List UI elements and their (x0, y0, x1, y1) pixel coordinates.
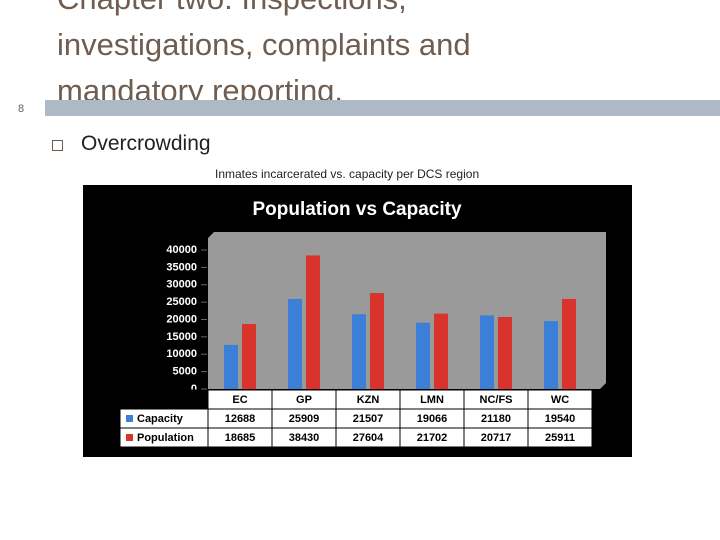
bullet-text: Overcrowding (81, 132, 211, 155)
y-tick-label: 0 (191, 383, 197, 395)
bar (306, 255, 320, 389)
x-tick-label: WC (551, 394, 569, 406)
y-tick-label: 30000 (166, 279, 197, 291)
chart-title: Population vs Capacity (252, 199, 461, 220)
table-value: 38430 (289, 432, 320, 444)
table-value: 12688 (225, 413, 256, 425)
table-value: 21180 (481, 413, 511, 425)
y-tick-label: 20000 (166, 313, 197, 325)
y-tick-label: 15000 (166, 331, 197, 343)
x-tick-label: KZN (357, 394, 380, 406)
bar (370, 293, 384, 389)
x-tick-label: NC/FS (480, 394, 513, 406)
x-tick-label: GP (296, 394, 312, 406)
table-value: 25909 (289, 413, 320, 425)
bar (498, 317, 512, 389)
chart-caption: Inmates incarcerated vs. capacity per DC… (215, 167, 480, 181)
table-header-blank (120, 390, 208, 409)
table-value: 20717 (481, 432, 512, 444)
legend-key (126, 415, 133, 422)
y-tick-label: 5000 (173, 366, 197, 378)
bar (352, 314, 366, 389)
legend-label: Capacity (137, 413, 184, 425)
slide-number: 8 (18, 103, 25, 115)
y-tick-label: 40000 (166, 244, 197, 256)
table-value: 21507 (353, 413, 384, 425)
bar (480, 315, 494, 389)
bar (416, 322, 430, 389)
y-tick-label: 35000 (166, 261, 197, 273)
table-value: 19066 (417, 413, 448, 425)
table-value: 27604 (353, 432, 384, 444)
bullet-icon (52, 140, 63, 151)
bar (434, 313, 448, 389)
bar (224, 344, 238, 389)
table-value: 21702 (417, 432, 448, 444)
bar (242, 324, 256, 389)
table-value: 18685 (225, 432, 256, 444)
legend-key (126, 434, 133, 441)
bar (562, 298, 576, 389)
x-tick-label: EC (232, 394, 247, 406)
y-tick-label: 25000 (166, 296, 197, 308)
title-bar (45, 100, 720, 116)
table-value: 19540 (545, 413, 576, 425)
legend-label: Population (137, 432, 194, 444)
bar (288, 298, 302, 389)
bar (544, 321, 558, 389)
table-value: 25911 (545, 432, 575, 444)
y-tick-label: 10000 (166, 348, 197, 360)
x-tick-label: LMN (420, 394, 444, 406)
